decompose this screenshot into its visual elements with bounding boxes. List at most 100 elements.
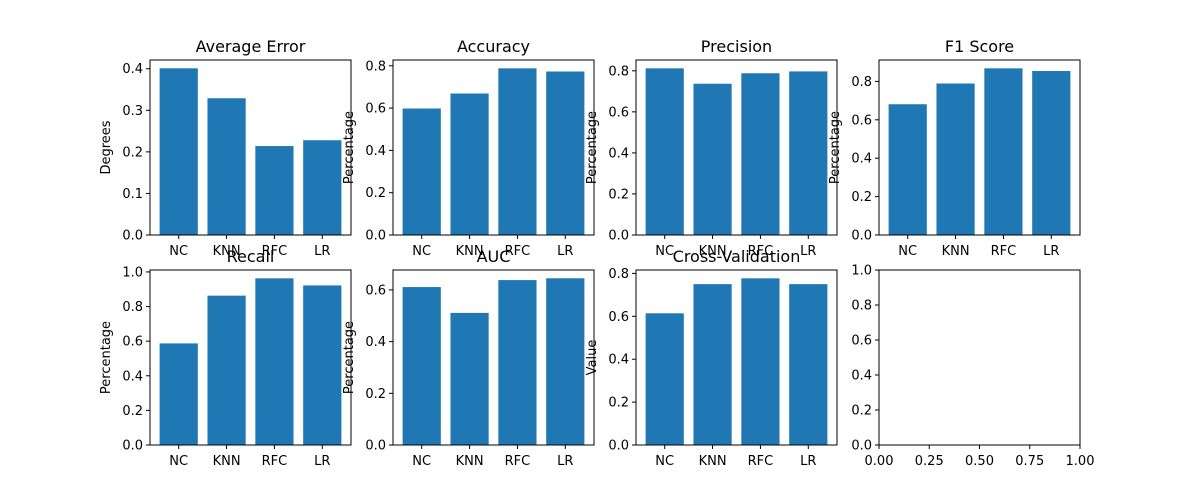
x-tick-label: LR	[314, 244, 330, 259]
y-tick-label: 0.0	[365, 229, 386, 244]
bar-nc	[159, 343, 198, 445]
axes-frame	[392, 269, 595, 446]
y-tick-label: 0.4	[608, 146, 629, 161]
bar-rfc	[498, 280, 537, 445]
y-tick-label: 0.0	[608, 439, 629, 454]
y-tick-label: 0.2	[608, 396, 629, 411]
bar-nc	[402, 108, 441, 235]
bar-lr	[546, 71, 585, 235]
y-tick-label: 0.8	[608, 64, 629, 79]
y-tick-label: 0.6	[851, 113, 872, 128]
x-tick-label: NC	[169, 454, 188, 469]
subplot-title: Average Error	[196, 37, 306, 56]
subplot-5: NC KNN RFC LR 0.0 0.2 0.4 0.6 0.8 1.0 Recall Percen…	[99, 247, 352, 469]
x-tick-label: RFC	[991, 244, 1017, 259]
bar-lr	[303, 140, 342, 235]
y-tick-label: 0.3	[122, 104, 143, 119]
bar-knn	[207, 98, 246, 236]
x-tick-label: RFC	[505, 244, 531, 259]
bar-lr	[1032, 71, 1071, 236]
y-tick-label: 0.0	[851, 439, 872, 454]
bar-rfc	[741, 278, 780, 445]
y-tick-label: 0.2	[851, 404, 872, 419]
y-tick-label: 0.2	[122, 145, 143, 160]
x-tick-label: LR	[1043, 244, 1059, 259]
x-tick-label: 0.25	[915, 454, 944, 469]
y-tick-label: 0.2	[608, 187, 629, 202]
subplot-7: NC KNN RFC LR 0.0 0.2 0.4 0.6 0.8 Cross-Validatio…	[585, 247, 838, 469]
subplot-3: NC KNN RFC LR 0.0 0.2 0.4 0.6 0.8 Precision Percen…	[585, 37, 838, 259]
y-tick-label: 0.8	[851, 75, 872, 90]
axes-frame	[149, 59, 352, 236]
x-tick-label: LR	[557, 454, 573, 469]
y-tick-label: 0.4	[365, 335, 386, 350]
y-tick-label: 0.0	[365, 439, 386, 454]
x-tick-label: KNN	[456, 244, 484, 259]
y-axis-label: Percentage	[585, 111, 600, 184]
bar-lr	[546, 278, 585, 445]
subplot-title: Cross-Validation	[673, 247, 801, 266]
bar-nc	[645, 313, 684, 445]
y-axis-label: Percentage	[342, 111, 357, 184]
x-tick-label: NC	[412, 454, 431, 469]
subplot-title: Accuracy	[457, 37, 530, 56]
bar-knn	[450, 312, 489, 445]
y-tick-label: 0.2	[365, 387, 386, 402]
y-tick-label: 0.0	[122, 229, 143, 244]
subplot-4: NC KNN RFC LR 0.0 0.2 0.4 0.6 0.8 F1 Score Percent…	[828, 37, 1081, 259]
bar-nc	[159, 68, 198, 235]
y-tick-label: 0.0	[122, 439, 143, 454]
y-tick-label: 0.6	[851, 334, 872, 349]
y-tick-label: 0.4	[608, 353, 629, 368]
subplot-6: NC KNN RFC LR 0.0 0.2 0.4 0.6 AUC Percentage	[342, 247, 595, 469]
axes-frame	[878, 59, 1081, 236]
bar-knn	[693, 284, 732, 445]
y-tick-label: 0.6	[608, 310, 629, 325]
axes-frame	[635, 269, 838, 446]
y-tick-label: 0.4	[122, 62, 143, 77]
x-tick-label: LR	[314, 454, 330, 469]
x-tick-label: NC	[169, 244, 188, 259]
y-tick-label: 0.4	[851, 369, 872, 384]
subplot-title: Precision	[701, 37, 772, 56]
y-tick-label: 1.0	[851, 264, 872, 279]
y-tick-label: 0.2	[851, 190, 872, 205]
bar-knn	[450, 93, 489, 235]
bar-nc	[645, 68, 684, 235]
subplot-title: AUC	[477, 247, 511, 266]
x-tick-label: 0.75	[1015, 454, 1044, 469]
x-tick-label: RFC	[262, 244, 288, 259]
bar-rfc	[255, 278, 294, 445]
y-tick-label: 0.6	[122, 335, 143, 350]
y-tick-label: 0.4	[365, 144, 386, 159]
y-tick-label: 0.4	[851, 152, 872, 167]
y-tick-label: 0.1	[122, 187, 143, 202]
x-tick-label: NC	[655, 454, 674, 469]
bar-rfc	[255, 146, 294, 235]
y-axis-label: Percentage	[342, 321, 357, 394]
y-tick-label: 0.4	[122, 369, 143, 384]
y-tick-label: 0.6	[365, 102, 386, 117]
bar-lr	[789, 284, 828, 445]
axes-frame	[878, 269, 1081, 446]
axes-frame	[635, 59, 838, 236]
x-tick-label: NC	[898, 244, 917, 259]
x-tick-label: RFC	[748, 454, 774, 469]
bar-rfc	[741, 73, 780, 235]
x-tick-label: KNN	[699, 454, 727, 469]
y-axis-label: Degrees	[99, 120, 114, 174]
x-tick-label: KNN	[456, 454, 484, 469]
subplot-1: NC KNN RFC LR 0.0 0.1 0.2 0.3 0.4 Average Error De…	[99, 37, 352, 259]
y-tick-label: 0.6	[365, 283, 386, 298]
y-tick-label: 0.8	[851, 299, 872, 314]
x-tick-label: KNN	[942, 244, 970, 259]
y-axis-label: Percentage	[99, 321, 114, 394]
y-tick-label: 0.8	[365, 59, 386, 74]
x-tick-label: LR	[800, 454, 816, 469]
y-tick-label: 0.8	[122, 300, 143, 315]
x-tick-label: RFC	[505, 454, 531, 469]
x-tick-label: RFC	[262, 454, 288, 469]
y-tick-label: 0.2	[122, 404, 143, 419]
subplot-title: F1 Score	[945, 37, 1014, 56]
y-tick-label: 0.2	[365, 186, 386, 201]
